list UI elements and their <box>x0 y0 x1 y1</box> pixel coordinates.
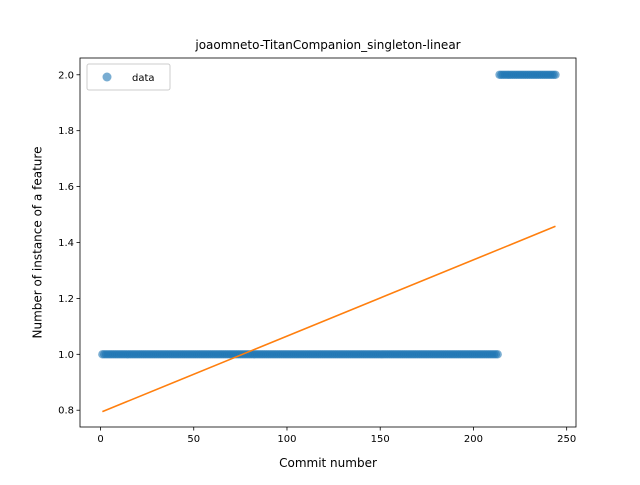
y-tick-label: 2.0 <box>58 70 74 81</box>
chart-title: joaomneto-TitanCompanion_singleton-linea… <box>194 38 460 52</box>
y-axis-label: Number of instance of a feature <box>31 147 45 339</box>
y-tick-label: 1.8 <box>58 126 74 137</box>
y-tick-label: 1.2 <box>58 294 74 305</box>
x-tick-label: 250 <box>557 434 576 445</box>
y-tick-label: 1.4 <box>58 238 74 249</box>
data-point <box>493 350 502 359</box>
x-tick-label: 50 <box>187 434 200 445</box>
y-axis: 0.8 1.0 1.2 1.4 1.6 1.8 2.0 <box>58 70 80 417</box>
legend-marker <box>102 72 112 82</box>
legend-box <box>86 63 171 91</box>
x-tick-label: 150 <box>371 434 390 445</box>
data-point <box>551 70 560 79</box>
legend: data <box>86 63 171 91</box>
y-tick-label: 0.8 <box>58 406 74 417</box>
x-axis-label: Commit number <box>279 456 377 470</box>
x-axis: 0 50 100 150 200 250 <box>97 427 576 445</box>
x-tick-label: 200 <box>464 434 483 445</box>
plot-area <box>98 70 560 413</box>
x-tick-label: 100 <box>277 434 296 445</box>
legend-entry-data: data <box>132 73 155 84</box>
x-tick-label: 0 <box>97 434 103 445</box>
y-tick-label: 1.6 <box>58 182 74 193</box>
y-tick-label: 1.0 <box>58 350 74 361</box>
fit-line <box>102 225 556 413</box>
